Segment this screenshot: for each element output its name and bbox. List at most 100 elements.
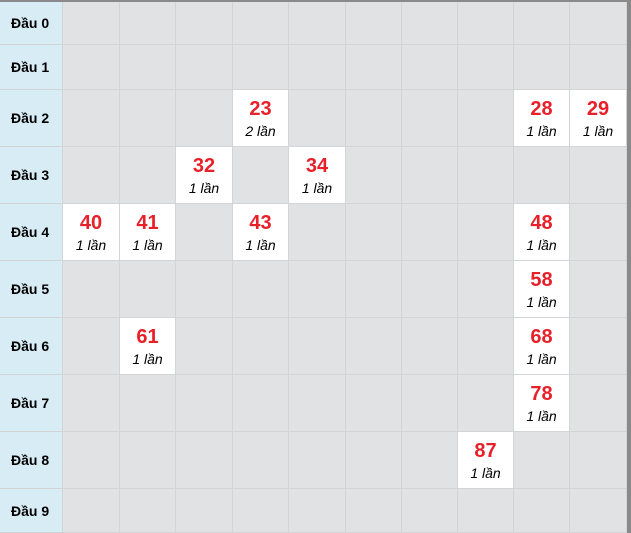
- empty-cell: [63, 432, 120, 489]
- occurrence-count: 1 lần: [526, 294, 557, 310]
- row-header: Đầu 1: [0, 45, 63, 90]
- empty-cell: [402, 318, 458, 375]
- empty-cell: [402, 432, 458, 489]
- row-header: Đầu 6: [0, 318, 63, 375]
- empty-cell: [63, 261, 120, 318]
- empty-cell: [458, 2, 514, 45]
- empty-cell: [176, 204, 233, 261]
- number-cell: 87 1 lần: [458, 432, 514, 489]
- empty-cell: [233, 432, 289, 489]
- empty-cell: [120, 432, 176, 489]
- empty-cell: [570, 318, 627, 375]
- number-cell: 23 2 lần: [233, 90, 289, 147]
- empty-cell: [570, 45, 627, 90]
- empty-cell: [402, 90, 458, 147]
- empty-cell: [570, 489, 627, 533]
- empty-cell: [458, 375, 514, 432]
- empty-cell: [176, 318, 233, 375]
- empty-cell: [458, 90, 514, 147]
- occurrence-count: 1 lần: [526, 237, 557, 253]
- row-header: Đầu 8: [0, 432, 63, 489]
- empty-cell: [402, 489, 458, 533]
- empty-cell: [233, 147, 289, 204]
- number-cell: 48 1 lần: [514, 204, 570, 261]
- number-value: 61: [136, 326, 159, 348]
- occurrence-count: 1 lần: [526, 351, 557, 367]
- number-value: 23: [249, 98, 272, 120]
- empty-cell: [289, 432, 346, 489]
- empty-cell: [402, 204, 458, 261]
- empty-cell: [346, 2, 402, 45]
- occurrence-count: 1 lần: [245, 237, 276, 253]
- occurrence-count: 1 lần: [75, 237, 107, 253]
- empty-cell: [402, 45, 458, 90]
- empty-cell: [402, 261, 458, 318]
- empty-cell: [233, 45, 289, 90]
- number-value: 78: [530, 383, 553, 405]
- number-cell: 29 1 lần: [570, 90, 627, 147]
- number-cell: 61 1 lần: [120, 318, 176, 375]
- occurrence-count: 1 lần: [526, 123, 557, 139]
- row-header: Đầu 4: [0, 204, 63, 261]
- occurrence-count: 1 lần: [526, 408, 557, 424]
- number-value: 40: [79, 212, 103, 234]
- empty-cell: [514, 489, 570, 533]
- occurrence-count: 2 lần: [245, 123, 276, 139]
- empty-cell: [176, 2, 233, 45]
- empty-cell: [402, 375, 458, 432]
- empty-cell: [289, 375, 346, 432]
- empty-cell: [346, 375, 402, 432]
- number-cell: 32 1 lần: [176, 147, 233, 204]
- number-value: 34: [305, 155, 329, 177]
- empty-cell: [233, 489, 289, 533]
- number-value: 41: [136, 212, 159, 234]
- empty-cell: [458, 318, 514, 375]
- number-value: 87: [474, 440, 497, 462]
- number-cell: 58 1 lần: [514, 261, 570, 318]
- empty-cell: [402, 2, 458, 45]
- number-cell: 43 1 lần: [233, 204, 289, 261]
- empty-cell: [289, 2, 346, 45]
- empty-cell: [63, 489, 120, 533]
- empty-cell: [233, 261, 289, 318]
- empty-cell: [346, 489, 402, 533]
- empty-cell: [233, 2, 289, 45]
- empty-cell: [346, 432, 402, 489]
- empty-cell: [289, 204, 346, 261]
- empty-cell: [402, 147, 458, 204]
- occurrence-count: 1 lần: [301, 180, 333, 196]
- empty-cell: [63, 375, 120, 432]
- number-cell: 28 1 lần: [514, 90, 570, 147]
- empty-cell: [289, 45, 346, 90]
- empty-cell: [458, 45, 514, 90]
- row-header: Đầu 0: [0, 2, 63, 45]
- empty-cell: [63, 147, 120, 204]
- empty-cell: [176, 489, 233, 533]
- row-header: Đầu 5: [0, 261, 63, 318]
- empty-cell: [176, 261, 233, 318]
- empty-cell: [176, 375, 233, 432]
- empty-cell: [120, 147, 176, 204]
- number-value: 28: [530, 98, 553, 120]
- number-value: 48: [530, 212, 553, 234]
- empty-cell: [570, 147, 627, 204]
- empty-cell: [514, 432, 570, 489]
- empty-cell: [514, 2, 570, 45]
- empty-cell: [233, 318, 289, 375]
- empty-cell: [458, 147, 514, 204]
- empty-cell: [63, 318, 120, 375]
- empty-cell: [63, 45, 120, 90]
- row-header: Đầu 7: [0, 375, 63, 432]
- number-value: 58: [530, 269, 553, 291]
- occurrence-count: 1 lần: [132, 351, 163, 367]
- number-cell: 41 1 lần: [120, 204, 176, 261]
- empty-cell: [63, 2, 120, 45]
- number-value: 29: [586, 98, 610, 120]
- row-header: Đầu 9: [0, 489, 63, 533]
- number-cell: 78 1 lần: [514, 375, 570, 432]
- empty-cell: [120, 375, 176, 432]
- empty-cell: [570, 2, 627, 45]
- empty-cell: [346, 90, 402, 147]
- empty-cell: [570, 204, 627, 261]
